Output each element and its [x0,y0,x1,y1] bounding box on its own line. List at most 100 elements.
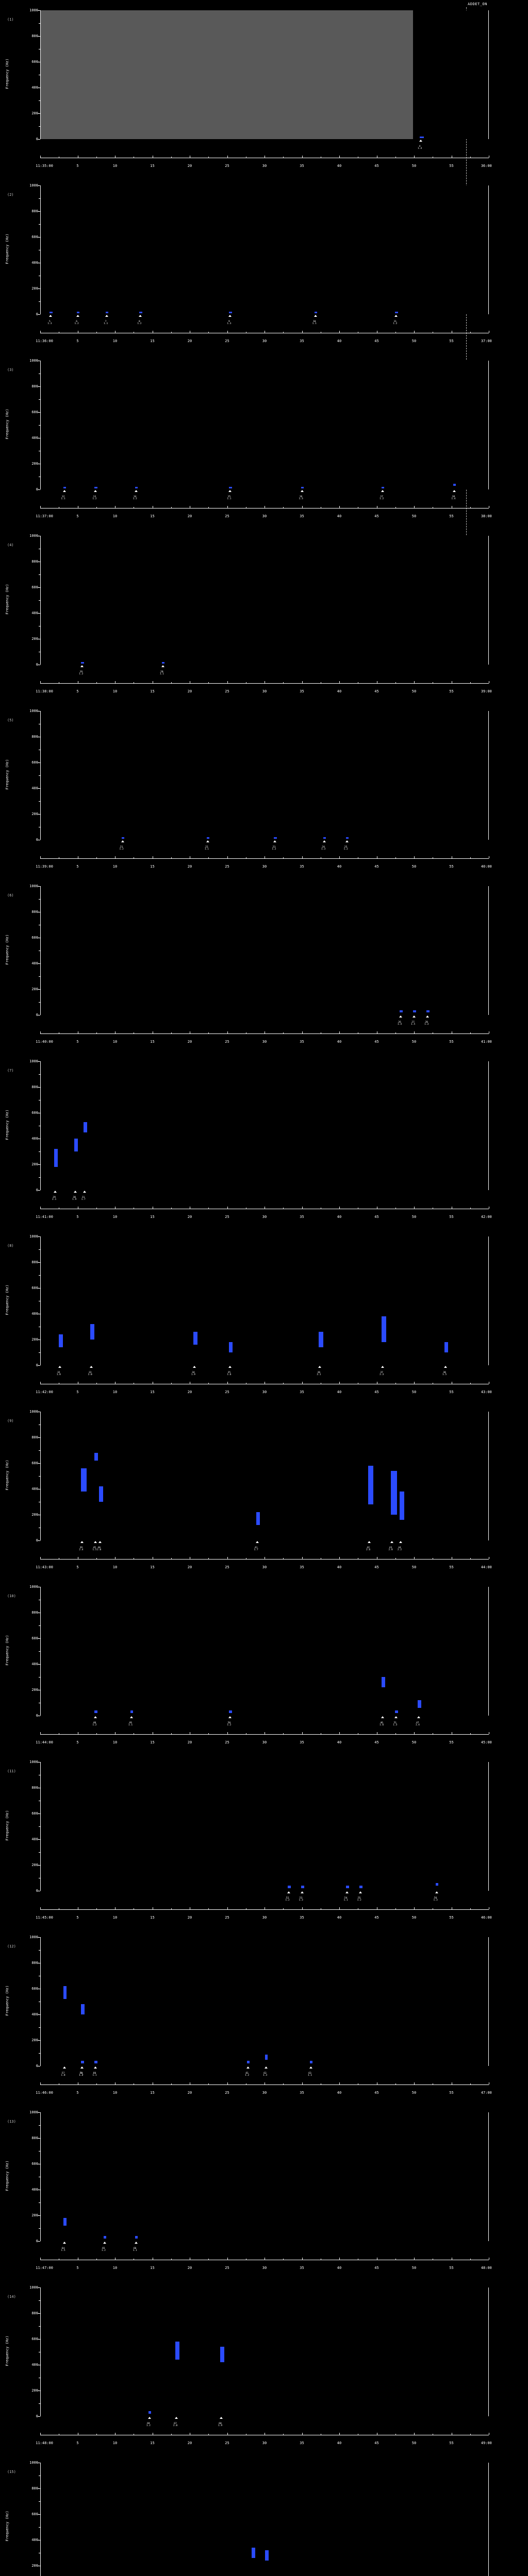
detection-mark[interactable] [74,1139,78,1151]
detection-mark[interactable] [81,2004,85,2014]
x-minor-tick-mark [470,157,471,158]
detection-mark[interactable] [301,487,304,488]
detection-mark[interactable] [256,1512,260,1525]
detection-mark[interactable] [54,1149,58,1167]
detection-mark[interactable] [229,1710,232,1713]
detection-mark[interactable] [310,2061,313,2063]
detection-mark[interactable] [274,837,277,839]
detection-mark[interactable] [81,662,84,664]
detection-mark[interactable] [135,2236,138,2239]
detection-mark[interactable] [319,1332,324,1347]
detection-mark[interactable] [193,1332,198,1345]
plot-area[interactable]: 4 1.4 [40,10,489,150]
detection-mark[interactable] [135,487,138,488]
y-minor-tick-mark [39,399,40,400]
detection-mark[interactable] [94,487,97,488]
detection-mark[interactable] [345,1886,349,1888]
detection-mark[interactable] [301,1886,304,1888]
detection-mark[interactable] [390,1471,397,1515]
detection-mark[interactable] [400,1492,404,1520]
detection-mark[interactable] [368,1466,373,1504]
detection-mark[interactable] [50,312,53,313]
detection-mark[interactable] [345,837,349,839]
plot-area[interactable]: 67 2.0 68 1.9 69 1.2 [40,2287,489,2427]
plot-area[interactable]: 29 2.1 30 1.9 31 1.7 [40,1061,489,1201]
plot-area[interactable]: 32 1.8 33 2.0 34 1.9 35 1.6 36 2.1 37 2.3 38 1.5 [40,1236,489,1376]
detection-mark[interactable] [287,1886,291,1888]
x-tick-label: 5 [76,1916,79,1920]
x-tick-label: 50 [411,2091,417,2095]
detection-mark[interactable] [395,1710,398,1713]
detection-mark[interactable] [229,312,232,313]
detection-mark[interactable] [323,837,326,839]
detection-mark[interactable] [121,837,124,839]
x-tick-label: 25 [225,339,229,343]
y-tick-label: 0 [36,1363,38,1367]
y-axis-label: Frequency (Hz) [5,1460,9,1490]
right-spine [488,2463,489,2576]
plot-area[interactable]: 64 1.5 65 1.2 66 1.1 [40,2112,489,2252]
x-tick-mark [339,1382,340,1384]
detection-mark[interactable] [413,1010,417,1012]
detection-mark[interactable] [94,1453,98,1461]
detection-mark[interactable] [220,2347,224,2362]
detection-mark[interactable] [58,1334,63,1347]
detection-mark[interactable] [247,2061,250,2063]
plot-area[interactable]: 46 1.6 47 1.4 48 1.2 49 1.1 50 1.2 51 1.3 [40,1587,489,1726]
detection-mark[interactable] [382,1677,386,1687]
detection-marker-icon [134,490,138,492]
plot-area[interactable]: 701.7711.6721.2731.3741.2751.1 [40,2463,489,2576]
detection-mark[interactable] [63,2218,67,2226]
detection-mark[interactable] [139,312,142,313]
detection-mark[interactable] [63,487,66,488]
detection-mark[interactable] [265,2054,268,2060]
detection-mark[interactable] [106,312,109,313]
detection-annotation-line: 1.9 [72,1198,77,1201]
detection-mark[interactable] [206,837,210,839]
detection-mark[interactable] [103,2236,107,2239]
detection-mark[interactable] [444,1342,448,1352]
detection-mark[interactable] [265,2550,269,2561]
detection-mark[interactable] [382,1316,386,1342]
detection-mark[interactable] [81,1468,87,1492]
detection-mark[interactable] [94,1710,97,1713]
detection-mark[interactable] [90,1324,95,1340]
detection-mark[interactable] [400,1010,403,1012]
detection-mark[interactable] [63,1986,67,1999]
detection-mark[interactable] [161,662,165,664]
plot-area[interactable]: 19 1.2 20 1.1 [40,536,489,675]
detection-mark[interactable] [426,1010,430,1012]
detection-mark[interactable] [175,2342,179,2360]
detection-annotation-line: 18 [452,495,455,498]
plot-area[interactable]: 39 2.4 40 2.0 41 1.7 42 2.6 43 2.8 44 2.2 45 1.5 [40,1412,489,1551]
plot-area[interactable]: 5 1.3 6 1.2 7 1.1 8 1.2 9 1.3 10 1.1 11 1.2 [40,185,489,325]
detection-mark[interactable] [148,2411,152,2414]
detection-mark[interactable] [359,1886,362,1888]
detection-mark[interactable] [81,2061,84,2063]
plot-area[interactable]: 21 1.2 22 1.1 23 1.2 24 1.3 25 1.2 [40,711,489,851]
detection-mark[interactable] [417,1700,421,1708]
plot-area[interactable]: 57 1.8 58 1.7 59 1.2 60 1.1 61 1.2 62 1.3 63 1.1 [40,1937,489,2077]
plot-area[interactable]: 52 1.2 53 1.3 54 1.1 55 1.2 56 1.3 [40,1762,489,1902]
detection-mark[interactable] [94,2061,97,2063]
detection-mark[interactable] [314,312,317,313]
detection-mark[interactable] [99,1486,103,1502]
detection-mark[interactable] [420,136,424,138]
detection-annotation-line: 1.9 [218,2425,223,2428]
detection-annotation: 22 1.1 [205,846,209,851]
detection-mark[interactable] [453,483,456,486]
detection-mark[interactable] [83,1122,87,1132]
x-axis-line [40,1033,489,1034]
detection-annotation-line: 23 [272,845,276,849]
plot-area[interactable]: 12 1.1 13 1.2 14 1.2 15 1.1 16 1.3 17 1.2 18 1.4 [40,361,489,500]
detection-mark[interactable] [251,2548,255,2558]
detection-mark[interactable] [382,487,385,488]
detection-mark[interactable] [435,1883,438,1886]
detection-mark[interactable] [395,312,398,313]
detection-mark[interactable] [76,312,79,313]
detection-mark[interactable] [229,1342,233,1352]
plot-area[interactable]: 26 1.4 27 1.5 28 1.3 [40,886,489,1026]
detection-mark[interactable] [130,1710,134,1713]
detection-mark[interactable] [229,487,232,488]
x-tick-label: 10 [112,1215,118,1219]
